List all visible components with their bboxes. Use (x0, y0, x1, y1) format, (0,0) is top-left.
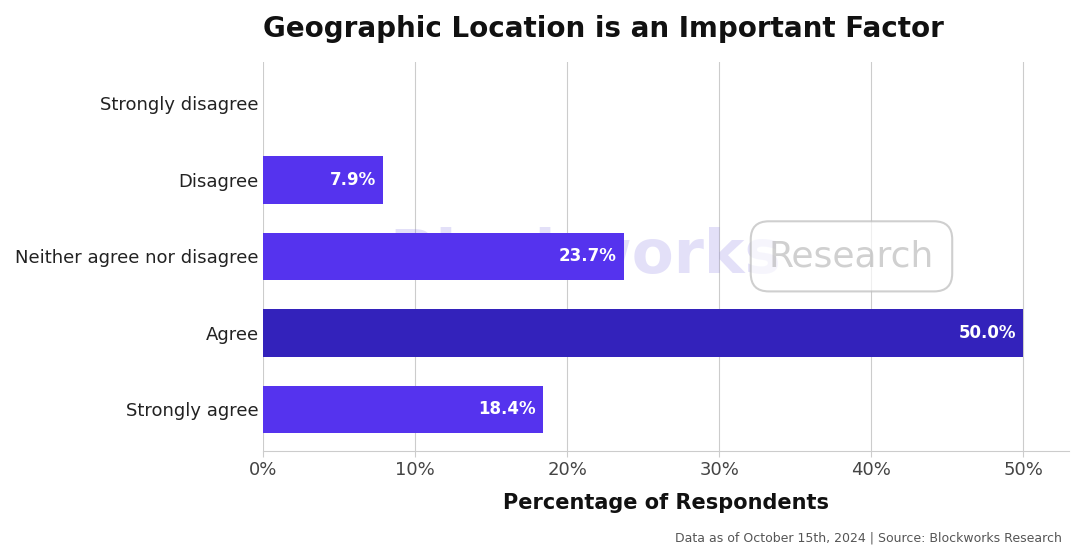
Bar (263, 233, 623, 280)
Text: Research: Research (769, 239, 934, 273)
Text: 18.4%: 18.4% (478, 400, 535, 419)
Text: 50.0%: 50.0% (958, 324, 1016, 342)
Text: Geographic Location is an Important Factor: Geographic Location is an Important Fact… (263, 15, 944, 43)
Text: 7.9%: 7.9% (330, 171, 376, 189)
Text: Blockworks: Blockworks (389, 227, 782, 286)
Text: Data as of October 15th, 2024 | Source: Blockworks Research: Data as of October 15th, 2024 | Source: … (675, 531, 1062, 544)
Bar (263, 309, 1023, 356)
Bar (263, 156, 384, 204)
Bar (263, 386, 543, 433)
X-axis label: Percentage of Respondents: Percentage of Respondents (503, 493, 829, 513)
Text: 23.7%: 23.7% (558, 248, 616, 265)
